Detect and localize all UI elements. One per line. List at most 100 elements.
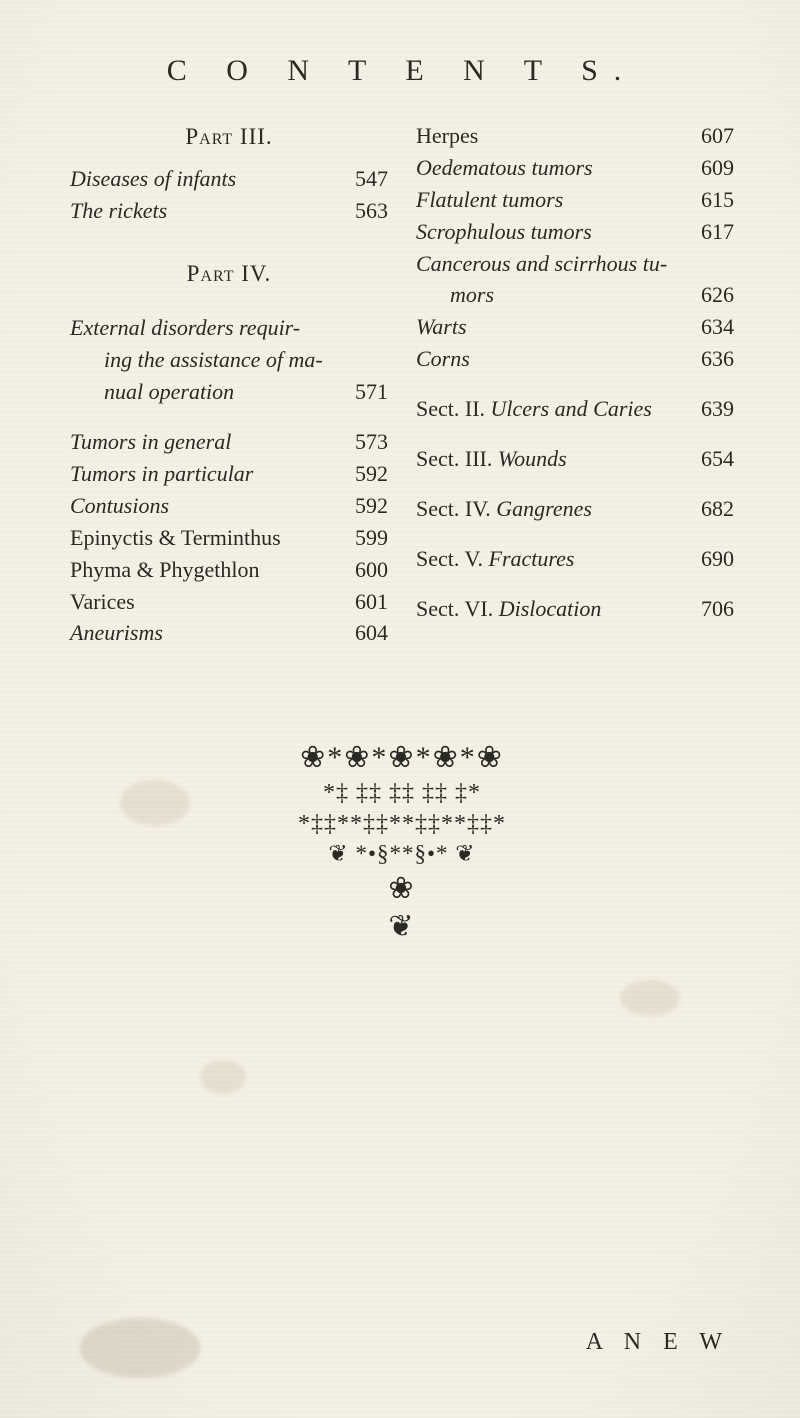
toc-label: Oedematous tumors <box>416 152 676 184</box>
sect-prefix: Sect. IV. <box>416 496 491 521</box>
toc-label: Tumors in particular <box>70 458 330 490</box>
spacer <box>416 475 734 493</box>
spacer <box>416 425 734 443</box>
toc-page: 636 <box>676 343 734 375</box>
hanging-line-1: External disorders requir- <box>70 315 300 340</box>
columns: Part III. Diseases of infants 547 The ri… <box>70 106 734 649</box>
toc-page: 634 <box>676 311 734 343</box>
sect-prefix: Sect. II. <box>416 396 485 421</box>
hanging-entry: External disorders requir- ing the assis… <box>70 312 388 376</box>
sect-title: Wounds <box>498 446 567 471</box>
toc-page: 604 <box>330 617 388 649</box>
sect-prefix: Sect. V. <box>416 546 483 571</box>
toc-label: Corns <box>416 343 676 375</box>
hanging-entry-last: nual operation 571 <box>70 376 388 408</box>
toc-page: 601 <box>330 586 388 618</box>
spacer <box>70 408 388 426</box>
page: C O N T E N T S. Part III. Diseases of i… <box>0 0 800 1418</box>
part-heading-4: Part IV. <box>70 257 388 290</box>
sect-title: Ulcers and Caries <box>491 396 652 421</box>
spacer <box>416 375 734 393</box>
spacer <box>416 575 734 593</box>
toc-page: 609 <box>676 152 734 184</box>
toc-page: 615 <box>676 184 734 216</box>
toc-page: 690 <box>676 543 734 575</box>
toc-label: Phyma & Phygethlon <box>70 554 330 586</box>
hanging-line: Cancerous and scirrhous tu- <box>416 248 734 280</box>
hanging-line-2: ing the assistance of ma- <box>70 344 388 376</box>
toc-entry: Sect. II. Ulcers and Caries 639 <box>416 393 734 425</box>
toc-page: 599 <box>330 522 388 554</box>
toc-page: 626 <box>676 279 734 311</box>
toc-entry: Sect. V. Fractures 690 <box>416 543 734 575</box>
toc-label: Sect. VI. Dislocation <box>416 593 676 625</box>
tailpiece-ornament: ❀*❀*❀*❀*❀ *‡ ‡‡ ‡‡ ‡‡ ‡* *‡‡**‡‡**‡‡**‡‡… <box>70 739 734 945</box>
toc-label: Scrophulous tumors <box>416 216 676 248</box>
toc-page: 706 <box>676 593 734 625</box>
toc-entry: mors 626 <box>416 279 734 311</box>
orn-row: ❀*❀*❀*❀*❀ <box>70 739 734 777</box>
toc-label: Varices <box>70 586 330 618</box>
toc-label: Sect. IV. Gangrenes <box>416 493 676 525</box>
foxing-spot <box>200 1060 246 1094</box>
toc-entry: Aneurisms 604 <box>70 617 388 649</box>
toc-page: 682 <box>676 493 734 525</box>
sect-prefix: Sect. III. <box>416 446 492 471</box>
toc-entry: Warts 634 <box>416 311 734 343</box>
toc-label: Flatulent tumors <box>416 184 676 216</box>
toc-page: 600 <box>330 554 388 586</box>
toc-entry: Epinyctis & Terminthus 599 <box>70 522 388 554</box>
toc-page: 607 <box>676 120 734 152</box>
orn-row: ❦ <box>70 908 734 946</box>
part-heading-3: Part III. <box>70 120 388 153</box>
toc-entry: Sect. IV. Gangrenes 682 <box>416 493 734 525</box>
sect-title: Dislocation <box>499 596 602 621</box>
toc-entry: Scrophulous tumors 617 <box>416 216 734 248</box>
foxing-spot <box>80 1318 200 1378</box>
sect-prefix: Sect. VI. <box>416 596 493 621</box>
toc-label: Epinyctis & Terminthus <box>70 522 330 554</box>
toc-page: 573 <box>330 426 388 458</box>
toc-entry: Herpes 607 <box>416 120 734 152</box>
toc-page: 654 <box>676 443 734 475</box>
toc-label: Aneurisms <box>70 617 330 649</box>
foxing-spot <box>120 780 190 826</box>
sect-title: Fractures <box>489 546 575 571</box>
toc-page: 547 <box>330 163 388 195</box>
toc-entry: Corns 636 <box>416 343 734 375</box>
toc-page: 571 <box>330 376 388 408</box>
orn-row: ❀ <box>70 870 734 908</box>
toc-page: 592 <box>330 458 388 490</box>
toc-entry: Diseases of infants 547 <box>70 163 388 195</box>
toc-page: 563 <box>330 195 388 227</box>
catchword: A N E W <box>586 1329 730 1356</box>
toc-entry: The rickets 563 <box>70 195 388 227</box>
left-column: Part III. Diseases of infants 547 The ri… <box>70 106 388 649</box>
toc-entry: Tumors in particular 592 <box>70 458 388 490</box>
toc-entry: Sect. VI. Dislocation 706 <box>416 593 734 625</box>
hanging-label: nual operation <box>104 376 234 408</box>
toc-label: The rickets <box>70 195 330 227</box>
toc-entry: Oedematous tumors 609 <box>416 152 734 184</box>
toc-label: mors <box>416 279 676 311</box>
spacer <box>416 525 734 543</box>
toc-entry: Varices 601 <box>70 586 388 618</box>
toc-label: Sect. V. Fractures <box>416 543 676 575</box>
toc-label: Sect. II. Ulcers and Caries <box>416 393 676 425</box>
sect-title: Gangrenes <box>496 496 592 521</box>
toc-entry: Flatulent tumors 615 <box>416 184 734 216</box>
toc-label: Contusions <box>70 490 330 522</box>
toc-label: Diseases of infants <box>70 163 330 195</box>
foxing-spot <box>620 980 680 1016</box>
right-column: Herpes 607 Oedematous tumors 609 Flatule… <box>416 106 734 649</box>
toc-label: Herpes <box>416 120 676 152</box>
toc-page: 592 <box>330 490 388 522</box>
toc-entry: Sect. III. Wounds 654 <box>416 443 734 475</box>
orn-row: ❦ *•§**§•* ❦ <box>70 840 734 869</box>
toc-page: 639 <box>676 393 734 425</box>
toc-entry: Tumors in general 573 <box>70 426 388 458</box>
toc-page: 617 <box>676 216 734 248</box>
toc-entry: Phyma & Phygethlon 600 <box>70 554 388 586</box>
toc-entry: Contusions 592 <box>70 490 388 522</box>
toc-label: Sect. III. Wounds <box>416 443 676 475</box>
